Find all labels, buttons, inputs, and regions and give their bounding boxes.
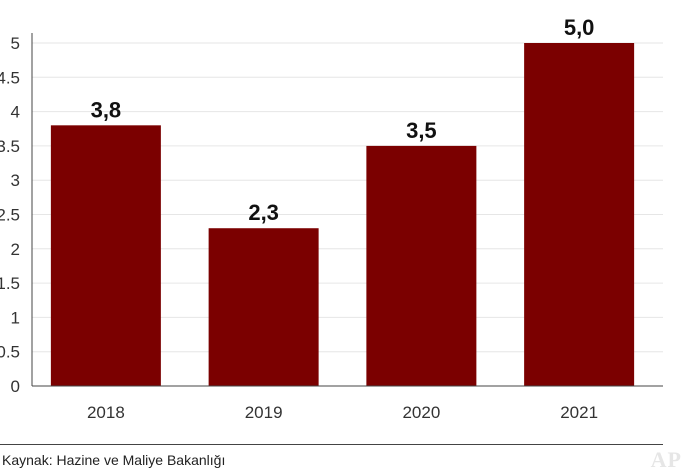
data-label-2018: 3,8 (91, 97, 122, 122)
bar-2019 (208, 228, 319, 386)
source-divider (0, 444, 663, 445)
y-tick-label-3.5: 3.5 (0, 137, 20, 156)
y-tick-label-0.5: 0.5 (0, 343, 20, 362)
x-tick-label-2020: 2020 (402, 403, 440, 422)
x-tick-label-2019: 2019 (245, 403, 283, 422)
data-label-2019: 2,3 (248, 200, 279, 225)
y-tick-label-2: 2 (11, 240, 20, 259)
bar-2021 (524, 43, 635, 386)
x-tick-label-2018: 2018 (87, 403, 125, 422)
data-label-2021: 5,0 (564, 15, 595, 40)
y-tick-label-4: 4 (11, 103, 20, 122)
watermark-logo: AP (650, 447, 682, 472)
y-tick-label-4.5: 4.5 (0, 68, 20, 87)
y-tick-label-1.5: 1.5 (0, 274, 20, 293)
data-label-2020: 3,5 (406, 118, 437, 143)
source-caption: Kaynak: Hazine ve Maliye Bakanlığı (2, 452, 226, 468)
y-tick-label-1: 1 (11, 308, 20, 327)
bar-2018 (50, 125, 161, 386)
y-tick-label-0: 0 (11, 377, 20, 396)
y-tick-label-5: 5 (11, 34, 20, 53)
x-tick-label-2021: 2021 (560, 403, 598, 422)
bar-2020 (366, 145, 477, 386)
y-tick-label-2.5: 2.5 (0, 206, 20, 225)
y-tick-label-3: 3 (11, 171, 20, 190)
